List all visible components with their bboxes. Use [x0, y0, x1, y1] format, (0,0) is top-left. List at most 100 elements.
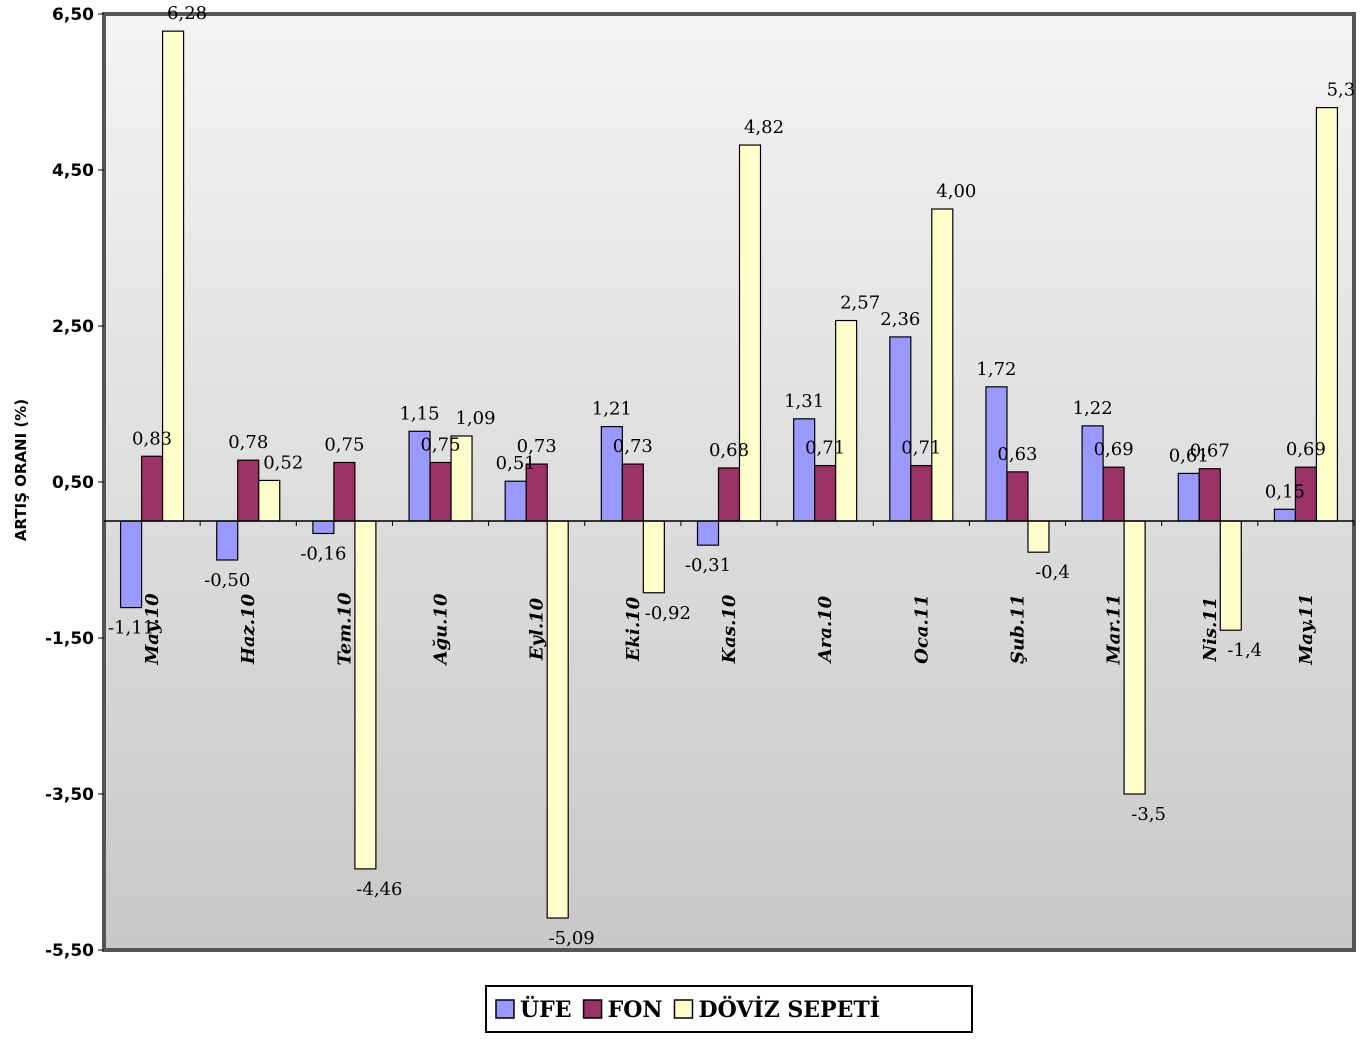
- bar: [258, 479, 281, 522]
- data-label: -0,31: [685, 555, 731, 576]
- bar: [696, 520, 720, 546]
- data-label: 0,78: [228, 432, 268, 453]
- y-tick-label: 0,50: [52, 473, 94, 493]
- bar: [793, 418, 816, 522]
- data-label: -0,50: [204, 570, 250, 591]
- data-label: 1,72: [976, 359, 1016, 380]
- data-label: 0,52: [263, 452, 303, 473]
- data-label: -1,11: [108, 618, 154, 639]
- legend-entry: DÖVİZ SEPETİ: [698, 995, 880, 1023]
- bar: [1177, 472, 1200, 522]
- data-label: -3,5: [1131, 804, 1166, 825]
- bar: [931, 208, 954, 522]
- bar: [312, 520, 335, 535]
- x-tick-label: May.10: [142, 593, 163, 666]
- x-tick-label: Ağu.10: [431, 593, 452, 666]
- x-tick-label: Nis.11: [1200, 597, 1221, 663]
- bar: [1273, 508, 1297, 522]
- data-label: 1,22: [1073, 398, 1113, 419]
- bar: [333, 461, 356, 522]
- data-label: 4,82: [744, 117, 784, 138]
- x-tick-label: Kas.10: [719, 594, 740, 664]
- legend-swatch: [582, 999, 603, 1019]
- bar: [814, 465, 837, 522]
- bar: [621, 463, 644, 522]
- data-label: 1,09: [455, 408, 495, 429]
- bars: [119, 30, 1339, 919]
- bar: [889, 336, 912, 522]
- data-label: 0,51: [496, 453, 536, 474]
- data-label: -0,4: [1035, 562, 1070, 583]
- legend-swatch: [673, 999, 694, 1019]
- data-label: 6,28: [167, 3, 207, 24]
- data-label: 0,69: [1286, 439, 1326, 460]
- bar: [717, 467, 741, 522]
- y-tick-label: -3,50: [45, 785, 94, 805]
- x-tick-label: Ara.10: [815, 595, 836, 664]
- x-tick-label: Tem.10: [334, 592, 355, 666]
- x-tick-label: Eki.10: [623, 596, 644, 662]
- data-label: 2,57: [840, 293, 880, 314]
- x-tick-label: May.11: [1296, 593, 1317, 665]
- data-label: -4,46: [356, 879, 402, 900]
- x-tick-label: Haz.10: [238, 593, 259, 665]
- legend-entry: FON: [608, 997, 663, 1023]
- data-label: 0,73: [517, 436, 557, 457]
- bar: [738, 144, 762, 522]
- data-label: -5,09: [549, 928, 595, 949]
- data-label: 0,75: [420, 435, 460, 456]
- y-axis: 6,50 4,50 2,50 0,50 -1,50 -3,50 -5,50: [45, 5, 104, 961]
- data-label: -0,16: [300, 543, 346, 564]
- data-label: 5,3: [1327, 80, 1356, 101]
- x-tick-label: Mar.11: [1104, 594, 1125, 666]
- bar: [429, 461, 452, 522]
- data-label: -0,92: [645, 603, 691, 624]
- x-tick-label: Şub.11: [1007, 594, 1028, 664]
- data-label: 0,83: [132, 428, 172, 449]
- data-label: 4,00: [936, 181, 976, 202]
- y-tick-label: 4,50: [52, 161, 94, 181]
- bar: [1219, 520, 1242, 631]
- y-axis-label: ARTIŞ ORANI (%): [12, 399, 30, 541]
- data-label: 0,15: [1265, 481, 1305, 502]
- data-label: 0,63: [997, 444, 1037, 465]
- data-label: 1,21: [592, 399, 632, 420]
- data-labels: -1,11 0,83 6,28 -0,50 0,780,52 -0,16 0,75 -4,46…: [108, 3, 1355, 949]
- legend-box: [485, 985, 973, 1033]
- x-tick-label: Oca.11: [911, 594, 932, 664]
- data-label: 0,75: [324, 435, 364, 456]
- bar: [910, 465, 933, 522]
- bar: [216, 520, 239, 561]
- legend-swatch: [495, 999, 515, 1019]
- data-label: 0,71: [805, 438, 845, 459]
- bar: [1198, 468, 1221, 522]
- data-label: 2,36: [880, 309, 920, 330]
- bar: [1006, 471, 1029, 522]
- data-label: 0,68: [709, 440, 749, 461]
- legend: ÜFE FON DÖVİZ SEPETİ: [485, 985, 973, 1033]
- data-label: 0,61: [1169, 445, 1209, 466]
- bar: [1102, 466, 1125, 522]
- bar: [119, 520, 143, 609]
- x-axis-ticks: May.10 Haz.10 Tem.10 Ağu.10 Eyl.10 Eki.10 Kas.…: [142, 521, 1355, 666]
- bar: [642, 520, 665, 594]
- data-label: -1,4: [1227, 640, 1262, 661]
- bar: [504, 480, 527, 522]
- y-tick-label: -5,50: [45, 941, 94, 961]
- bar: [835, 319, 858, 522]
- data-label: 0,67: [1190, 441, 1230, 462]
- data-label: 0,69: [1094, 439, 1134, 460]
- data-label: 1,15: [399, 403, 439, 424]
- data-label: 0,71: [901, 438, 941, 459]
- bar: [546, 520, 569, 919]
- bar: [140, 455, 164, 522]
- y-tick-label: -1,50: [45, 629, 94, 649]
- bar: [237, 459, 260, 522]
- data-label: 0,73: [613, 436, 653, 457]
- data-label: 1,31: [784, 391, 824, 412]
- legend-entry: ÜFE: [520, 995, 572, 1023]
- x-tick-label: Eyl.10: [527, 597, 548, 661]
- bar: [1027, 520, 1050, 553]
